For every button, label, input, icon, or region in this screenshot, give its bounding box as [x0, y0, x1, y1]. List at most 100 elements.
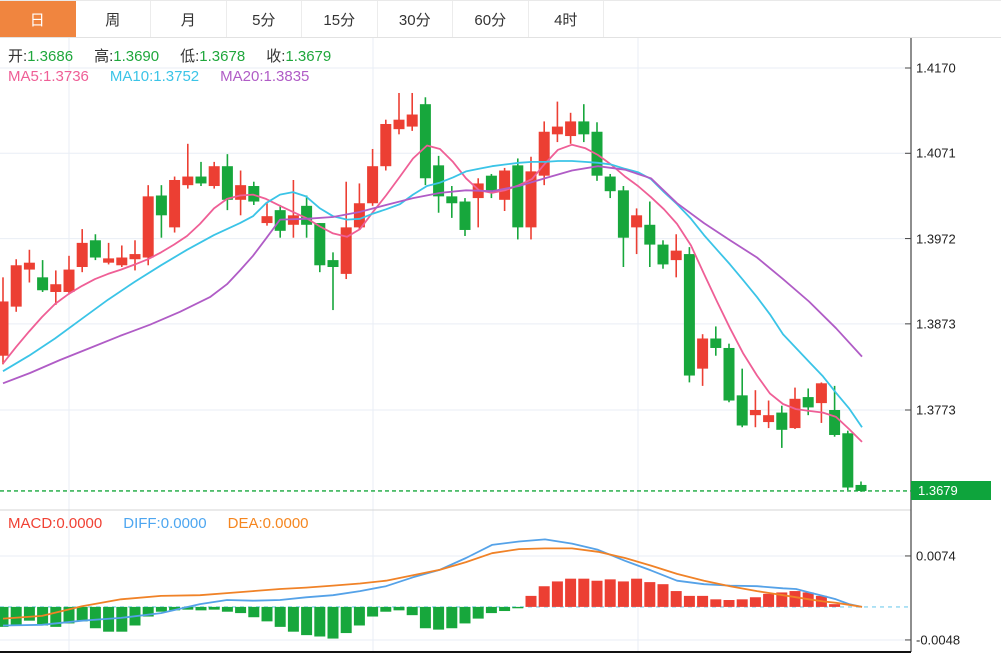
macd-bar	[591, 580, 603, 607]
legend-item: MA20:1.3835	[220, 68, 309, 85]
candle-body	[485, 175, 497, 192]
tab-month[interactable]: 月	[151, 1, 227, 37]
candle-body	[103, 258, 115, 263]
candle-body	[815, 383, 827, 404]
macd-bar	[221, 606, 233, 612]
macd-bar	[406, 606, 418, 616]
candle-body	[195, 176, 207, 184]
price-axis-label: 1.3873	[916, 316, 956, 332]
candle-body	[182, 176, 194, 186]
candle-body	[23, 262, 35, 270]
macd-bar	[670, 591, 682, 607]
macd-bar	[89, 606, 101, 629]
candle-body	[393, 119, 405, 130]
price-axis-label: 1.4170	[916, 60, 956, 76]
candle-body	[749, 409, 761, 416]
macd-bar	[182, 606, 194, 610]
candle-body	[248, 186, 260, 202]
macd-bar	[697, 595, 709, 607]
candle-body	[419, 104, 431, 179]
candle-body	[525, 171, 537, 228]
macd-legend: MACD:0.0000 DIFF:0.0000 DEA:0.0000	[8, 515, 330, 532]
macd-bar	[604, 579, 616, 607]
legend-item: DIFF:0.0000	[123, 515, 206, 532]
tab-15min[interactable]: 15分	[302, 1, 378, 37]
tab-4hour[interactable]: 4时	[528, 1, 604, 37]
candle-body	[512, 165, 524, 228]
tab-day[interactable]: 日	[0, 1, 76, 37]
macd-bar	[116, 606, 128, 632]
tab-60min[interactable]: 60分	[453, 1, 529, 37]
legend-label: MA5:	[8, 68, 44, 85]
macd-bar	[763, 593, 775, 607]
tab-5min[interactable]: 5分	[226, 1, 302, 37]
tab-week[interactable]: 周	[75, 1, 151, 37]
macd-bar	[499, 606, 511, 612]
candle-body	[710, 338, 722, 348]
candle-body	[50, 284, 62, 292]
macd-bar	[644, 582, 656, 607]
macd-bar	[63, 606, 75, 624]
legend-item: DEA:0.0000	[228, 515, 309, 532]
candle-body	[829, 409, 841, 435]
candle-body	[367, 166, 379, 204]
candle-body	[617, 190, 629, 238]
macd-bar	[287, 606, 299, 632]
macd-bar	[261, 606, 273, 622]
dea-line	[2, 547, 863, 620]
legend-item: 低:1.3678	[180, 48, 245, 65]
macd-bar	[657, 584, 669, 607]
macd-bar	[723, 600, 735, 607]
tab-30min[interactable]: 30分	[377, 1, 453, 37]
macd-bar	[446, 606, 458, 629]
candle-body	[499, 170, 511, 200]
legend-label: MACD:	[8, 515, 57, 532]
macd-bar	[380, 606, 392, 612]
macd-bar	[617, 581, 629, 607]
candle-body	[697, 338, 709, 369]
macd-bar	[23, 606, 35, 621]
macd-bar	[274, 606, 286, 627]
macd-bar	[50, 606, 62, 627]
candle-body	[63, 269, 75, 292]
legend-label: DEA:	[227, 515, 263, 532]
candle-body	[538, 131, 550, 176]
price-axis-label: 1.4071	[916, 145, 956, 161]
candle-body	[644, 224, 656, 245]
macd-bar	[235, 606, 247, 614]
candle-body	[76, 242, 88, 267]
candle-body	[578, 121, 590, 135]
candle-body	[657, 244, 669, 265]
candle-body	[314, 223, 326, 266]
candle-body	[855, 484, 867, 491]
candle-body	[129, 254, 141, 260]
candle-body	[169, 179, 181, 228]
candle-body	[0, 301, 9, 356]
candle-body	[683, 254, 695, 376]
candle-body	[763, 415, 775, 423]
macd-bar	[631, 578, 643, 607]
candle-body	[353, 203, 365, 228]
macd-bar	[419, 606, 431, 629]
macd-bar	[248, 606, 260, 618]
macd-axis-label: -0.0048	[916, 632, 961, 648]
macd-bar	[749, 597, 761, 607]
macd-bar	[393, 606, 405, 611]
macd-bar	[683, 595, 695, 607]
macd-bar	[301, 606, 313, 636]
ma5-line	[2, 143, 863, 443]
ma10-line	[2, 160, 863, 428]
legend-item: 开:1.3686	[8, 48, 73, 65]
macd-bar	[353, 606, 365, 626]
legend-item: MA10:1.3752	[110, 68, 199, 85]
candle-body	[604, 176, 616, 192]
legend-value: 1.3679	[285, 48, 332, 65]
legend-value: 1.3690	[113, 48, 160, 65]
legend-value: 0.0000	[262, 515, 309, 532]
legend-label: MA20:	[220, 68, 264, 85]
macd-bar	[736, 599, 748, 607]
candle-body	[631, 215, 643, 228]
ohlc-legend: 开:1.3686 高:1.3690 低:1.3678 收:1.3679	[8, 45, 352, 66]
legend-value: 0.0000	[160, 515, 207, 532]
